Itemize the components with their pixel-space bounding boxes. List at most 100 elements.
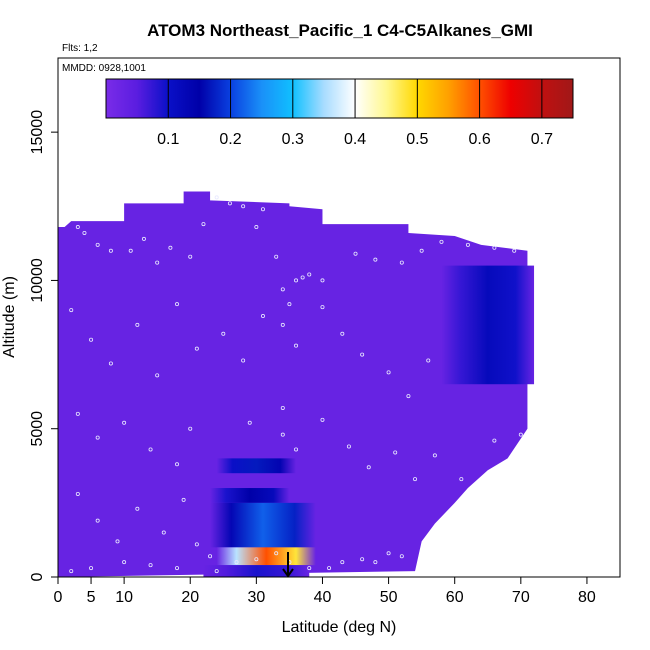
plot-frame — [57, 57, 621, 578]
observation-point — [307, 566, 312, 571]
observation-point — [373, 560, 378, 565]
x-tick-label: 0 — [54, 589, 63, 606]
y-tick-label: 15000 — [29, 110, 46, 155]
observation-point — [188, 254, 193, 259]
observation-point — [122, 420, 127, 425]
dates-label: MMDD: 0928,1001 — [62, 63, 146, 74]
observation-point — [340, 331, 345, 336]
observation-point — [439, 239, 444, 244]
observation-point — [115, 539, 120, 544]
observation-point — [413, 477, 418, 482]
observation-point — [95, 435, 100, 440]
observation-point — [340, 560, 345, 565]
observation-point — [320, 417, 325, 422]
observation-point — [155, 373, 160, 378]
observation-point — [155, 260, 160, 265]
observation-point — [399, 260, 404, 265]
observation-point — [175, 566, 180, 571]
observation-point — [135, 506, 140, 511]
y-axis: 0 5000 10000 15000 — [29, 110, 58, 581]
x-tick-label: 20 — [181, 589, 199, 606]
observation-point — [260, 314, 265, 319]
observation-point — [492, 438, 497, 443]
y-tick-label: 5000 — [29, 411, 46, 447]
observation-point — [108, 361, 113, 366]
observation-point — [280, 287, 285, 292]
observation-point — [221, 331, 226, 336]
observation-point — [148, 447, 153, 452]
observation-point — [274, 551, 279, 556]
observation-point — [432, 453, 437, 458]
observation-point — [280, 405, 285, 410]
y-tick-label: 0 — [29, 572, 46, 581]
x-tick-label: 70 — [512, 589, 530, 606]
colorbar-tick-label: 0.2 — [219, 131, 241, 148]
observation-point — [75, 225, 80, 230]
plot-area — [58, 191, 535, 577]
x-tick-label: 5 — [87, 589, 96, 606]
observation-point — [287, 302, 292, 307]
colorbar-tick-label: 0.6 — [468, 131, 490, 148]
observation-point — [254, 557, 259, 562]
observation-point — [201, 222, 206, 227]
observation-point — [294, 343, 299, 348]
observation-point — [360, 557, 365, 562]
observation-point — [386, 370, 391, 375]
y-tick-label: 10000 — [29, 258, 46, 303]
observation-point — [214, 195, 219, 200]
observation-point — [386, 551, 391, 556]
observation-point — [108, 248, 113, 253]
observation-point — [175, 462, 180, 467]
observation-point — [327, 566, 332, 571]
x-axis-label: Latitude (deg N) — [282, 619, 397, 636]
observation-point — [95, 242, 100, 247]
observation-point — [194, 542, 199, 547]
observation-point — [419, 248, 424, 253]
observation-point — [95, 518, 100, 523]
x-tick-label: 60 — [446, 589, 464, 606]
observation-point — [280, 322, 285, 327]
colorbar: 0.1 0.2 0.3 0.4 0.5 0.6 0.7 — [105, 78, 574, 148]
observation-point — [69, 308, 74, 313]
observation-point — [294, 447, 299, 452]
observation-point — [353, 251, 358, 256]
observation-point — [227, 201, 232, 206]
x-axis: 0 5 10 20 30 40 50 60 70 80 — [54, 577, 596, 606]
colorbar-tick-label: 0.3 — [282, 131, 304, 148]
observation-point — [492, 245, 497, 250]
observation-point — [307, 272, 312, 277]
curtain-feature — [203, 565, 310, 577]
observation-point — [241, 204, 246, 209]
observation-point — [320, 305, 325, 310]
observation-point — [360, 352, 365, 357]
observation-point — [75, 411, 80, 416]
observation-point — [373, 257, 378, 262]
x-tick-label: 50 — [380, 589, 398, 606]
colorbar-tick-label: 0.1 — [157, 131, 179, 148]
x-tick-label: 80 — [578, 589, 596, 606]
observation-point — [406, 394, 411, 399]
observation-point — [294, 278, 299, 283]
observation-point — [465, 242, 470, 247]
observation-point — [300, 275, 305, 280]
curtain-feature — [210, 488, 290, 503]
observation-point — [208, 554, 213, 559]
observation-point — [181, 497, 186, 502]
observation-point — [75, 491, 80, 496]
observation-point — [280, 432, 285, 437]
observation-point — [148, 563, 153, 568]
colorbar-tick-label: 0.7 — [531, 131, 553, 148]
observation-point — [188, 426, 193, 431]
observation-point — [241, 358, 246, 363]
observation-point — [260, 207, 265, 212]
observation-point — [89, 337, 94, 342]
observation-point — [274, 254, 279, 259]
observation-point — [426, 358, 431, 363]
x-tick-label: 10 — [115, 589, 133, 606]
x-tick-label: 30 — [247, 589, 265, 606]
observation-point — [128, 248, 133, 253]
observation-point — [122, 560, 127, 565]
observation-point — [214, 569, 219, 574]
observation-point — [69, 569, 74, 574]
observation-point — [366, 465, 371, 470]
